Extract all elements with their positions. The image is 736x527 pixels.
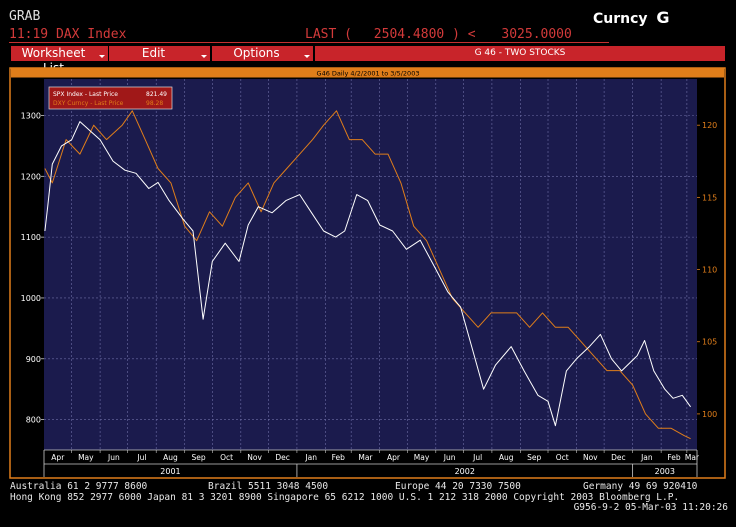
right-tick-label: 100 [702,410,717,419]
x-month-label: Jun [107,453,120,462]
header-underline [9,42,609,43]
graph-title: G 46 - TWO STOCKS [474,48,566,58]
left-tick-label: 1200 [21,172,41,181]
x-axis-years: 2001 2002 2003 [160,464,675,477]
x-month-label: May [414,453,430,462]
x-month-label: Aug [499,453,514,462]
chevron-down-icon [201,55,207,58]
x-month-label: Dec [275,453,290,462]
security-line: 11:19 DAX Index [9,27,126,42]
plot-area [44,79,697,450]
x-month-label: Jul [136,453,146,462]
sector-key: G [656,8,670,27]
x-month-label: Oct [220,453,233,462]
market-sector: Curncy G [593,8,670,27]
time: 11:19 [9,27,49,42]
x-year-label: 2001 [160,467,180,476]
chart-subtitle-bar [11,68,724,78]
x-month-label: Oct [556,453,569,462]
footer-germany: Germany 49 69 920410 [583,481,698,492]
x-month-label: Jul [472,453,482,462]
left-tick-label: 900 [26,355,41,364]
legend-spx-value: 821.49 [146,91,167,98]
x-month-label: Jan [640,453,653,462]
x-month-label: Jan [304,453,317,462]
last-price-line: LAST ( 2504.4800 ) < 3025.0000 [305,27,572,42]
footer-brazil: Brazil 5511 3048 4500 [208,481,329,492]
x-month-label: Nov [583,453,598,462]
footer: Australia 61 2 9777 8600 Brazil 5511 304… [10,481,730,524]
legend [48,86,173,110]
legend-dxy-value: 98.28 [146,100,163,107]
x-month-label: Feb [667,453,681,462]
x-year-label: 2003 [655,467,675,476]
x-axis-band [44,450,697,477]
right-tick-label: 115 [702,193,717,202]
x-month-label: Sep [527,453,541,462]
footer-line-2: Hong Kong 852 2977 6000 Japan 81 3 3201 … [10,491,680,503]
x-month-label: Feb [332,453,346,462]
grid [44,79,697,450]
x-month-label: Sep [191,453,205,462]
right-tick-label: 110 [702,266,717,275]
legend-dxy-name: DXY Curncy - Last Price [53,100,124,107]
x-month-label: Apr [51,453,65,462]
chevron-down-icon [99,55,105,58]
right-tick-label: 105 [702,338,717,347]
left-tick-label: 1300 [21,111,41,120]
x-month-label: Jun [443,453,456,462]
edit-label: Edit [141,46,166,60]
left-tick-label: 1000 [21,294,41,303]
x-month-label: Nov [247,453,262,462]
left-tick-label: 800 [26,416,41,425]
options-label: Options [233,46,280,60]
left-axis: 800 900 1000 1100 1200 1300 [21,111,44,425]
x-month-label: Aug [163,453,178,462]
security-name: DAX Index [55,27,127,42]
x-axis-months: Apr May Jun Jul Aug Sep Oct Nov Dec Jan Feb Mar Apr M… [51,450,700,462]
x-month-label: Apr [387,453,401,462]
last-label: LAST ( [305,27,352,42]
graph-title-bar: G 46 - TWO STOCKS [315,46,726,61]
x-month-label: Mar [685,453,700,462]
footer-australia: Australia 61 2 9777 8600 [10,481,148,492]
chevron-down-icon [304,55,310,58]
footer-europe: Europe 44 20 7330 7500 [395,481,521,492]
chart-subtitle: G46 Daily 4/2/2001 to 3/5/2003 [317,70,420,78]
footer-line-3: G956-9-2 05-Mar-03 11:20:26 [573,502,728,513]
left-tick-label: 1100 [21,233,41,242]
series-lines [44,110,692,440]
x-month-label: Mar [358,453,373,462]
sector-label: Curncy [593,11,648,27]
separator: ) < [452,27,476,42]
x-month-label: Dec [611,453,626,462]
legend-spx-name: SPX Index - Last Price [53,91,118,98]
right-tick-label: 120 [702,121,717,130]
options-menu[interactable]: Options [212,46,314,61]
other-value: 3025.0000 [501,27,572,42]
footer-line-1: Australia 61 2 9777 8600 Brazil 5511 304… [10,481,730,493]
x-month-label: May [78,453,94,462]
spx-series-line [44,121,692,427]
function-code: GRAB [9,9,41,24]
last-value: 2504.4800 [373,27,445,42]
right-axis: 100 105 110 115 120 [697,121,717,419]
edit-menu[interactable]: Edit [109,46,211,61]
x-year-label: 2002 [455,467,475,476]
